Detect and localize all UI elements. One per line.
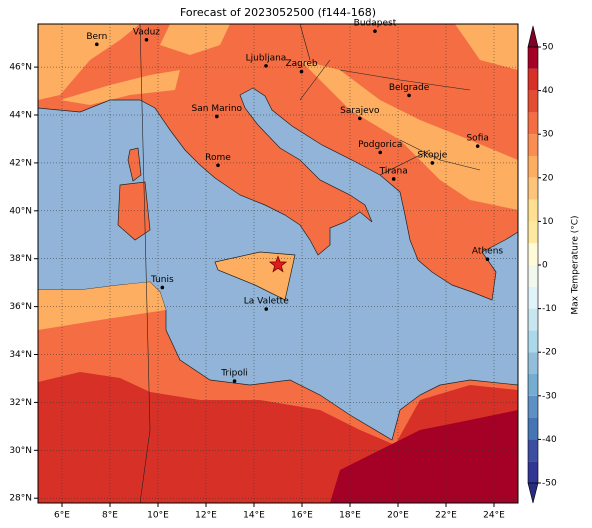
colorbar-tick-label: 0 xyxy=(542,261,548,271)
x-tick-label: 10°E xyxy=(147,511,169,521)
colorbar-bin xyxy=(528,352,538,374)
city-dot xyxy=(264,307,269,311)
colorbar-tick-label: -40 xyxy=(542,435,557,445)
y-tick-label: 44°N xyxy=(9,111,32,121)
city-label: Zagreb xyxy=(285,59,317,69)
city-label: Ljubljana xyxy=(246,53,287,63)
city-dot xyxy=(475,144,480,148)
colorbar-bin xyxy=(528,417,538,440)
x-tick-label: 12°E xyxy=(195,511,217,521)
city-dot xyxy=(160,285,165,290)
city-label: Bern xyxy=(86,32,107,42)
colorbar-bin xyxy=(528,286,538,309)
city-dot xyxy=(358,116,362,121)
x-tick-label: 22°E xyxy=(435,511,457,521)
city-dot xyxy=(264,64,268,68)
city-dot xyxy=(378,150,383,155)
city-dot xyxy=(144,38,149,42)
x-tick-label: 24°E xyxy=(483,511,505,521)
coastal-land xyxy=(38,282,166,330)
y-tick-label: 40°N xyxy=(9,206,32,216)
x-tick-label: 6°E xyxy=(54,511,70,521)
city-label: Tripoli xyxy=(220,369,248,379)
colorbar-extension-under xyxy=(527,482,539,504)
x-tick-label: 16°E xyxy=(291,511,313,521)
city-dot xyxy=(373,29,377,33)
colorbar-bin xyxy=(528,243,538,265)
colorbar-extension-over xyxy=(527,25,539,48)
x-tick-label: 14°E xyxy=(243,511,265,521)
colorbar-tick-label: 30 xyxy=(542,130,554,140)
x-tick-label: 8°E xyxy=(102,511,118,521)
colorbar-tick-label: 50 xyxy=(542,43,554,53)
colorbar-tick-label: 40 xyxy=(542,86,554,96)
island xyxy=(117,147,151,241)
y-tick-label: 28°N xyxy=(9,494,32,504)
title: Forecast of 2023052500 (f144-168) xyxy=(180,6,376,19)
colorbar-tick-label: -50 xyxy=(542,479,557,489)
city-label: Belgrade xyxy=(389,83,430,93)
city-label: Podgorica xyxy=(358,140,402,150)
colorbar-bin xyxy=(528,47,538,69)
colorbar-bin xyxy=(528,265,538,287)
y-tick-label: 34°N xyxy=(9,350,32,360)
colorbar-tick-label: -20 xyxy=(542,348,557,358)
map-frame xyxy=(37,23,519,504)
city-dot xyxy=(391,177,396,181)
city-dot xyxy=(215,114,219,119)
colorbar: -50 -40 -30 -20 -10 0 10 20 30 40 50 xyxy=(527,25,557,504)
colorbar-tick-label: -30 xyxy=(542,391,557,401)
city-label: Sofia xyxy=(466,134,488,144)
colorbar-bin xyxy=(528,330,538,353)
colorbar-bin xyxy=(528,112,538,135)
city-dot xyxy=(232,379,237,383)
colorbar-bin xyxy=(528,461,538,483)
x-tick-label: 20°E xyxy=(387,511,409,521)
colorbar-bin xyxy=(528,90,538,113)
city-dot xyxy=(430,161,435,165)
colorbar-bin xyxy=(528,221,538,244)
cool-land xyxy=(38,24,518,210)
location-marker xyxy=(268,255,288,273)
city-label: Athens xyxy=(472,247,503,257)
colorbar-bin xyxy=(528,177,538,200)
very-hot-land xyxy=(330,410,518,503)
colorbar-tick-label: 10 xyxy=(542,217,554,227)
city-dot xyxy=(95,42,99,47)
city-label: Rome xyxy=(205,153,231,163)
colorbar-bin xyxy=(528,308,538,331)
y-tick-label: 32°N xyxy=(9,398,32,408)
city-label: Tirana xyxy=(379,166,408,176)
city-label: Vaduz xyxy=(133,27,160,37)
colorbar-bin xyxy=(528,395,538,418)
city-dot xyxy=(299,69,304,74)
city-label: San Marino xyxy=(192,104,243,114)
border xyxy=(139,24,481,503)
colorbar-bin xyxy=(528,68,538,91)
city-dot xyxy=(485,257,490,261)
y-tick-label: 42°N xyxy=(9,158,32,168)
colorbar-bin xyxy=(528,439,538,462)
city-label: Skopje xyxy=(417,150,447,160)
colorbar-tick-label: -10 xyxy=(542,304,557,314)
city-label: Sarajevo xyxy=(340,106,380,116)
x-tick-label: 18°E xyxy=(339,511,361,521)
city-dot xyxy=(407,93,411,98)
y-tick-label: 30°N xyxy=(9,446,32,456)
colorbar-tick-label: 20 xyxy=(542,173,554,183)
y-tick-label: 46°N xyxy=(9,63,32,73)
y-tick-label: 38°N xyxy=(9,254,32,264)
colorbar-bin xyxy=(528,199,538,222)
colorbar-bin xyxy=(528,374,538,396)
city-label: Tunis xyxy=(150,275,174,285)
colorbar-bin xyxy=(528,134,538,156)
colorbar-label: Max Temperature (°C) xyxy=(571,215,581,314)
grid: 6°E 8°E 10°E 12°E 14°E 16°E 18°E 20°E 22°E 24°E 28… xyxy=(9,24,518,521)
city-label: La Valette xyxy=(244,297,289,307)
y-tick-label: 36°N xyxy=(9,302,32,312)
city-dot xyxy=(216,163,220,168)
colorbar-bin xyxy=(528,156,538,178)
